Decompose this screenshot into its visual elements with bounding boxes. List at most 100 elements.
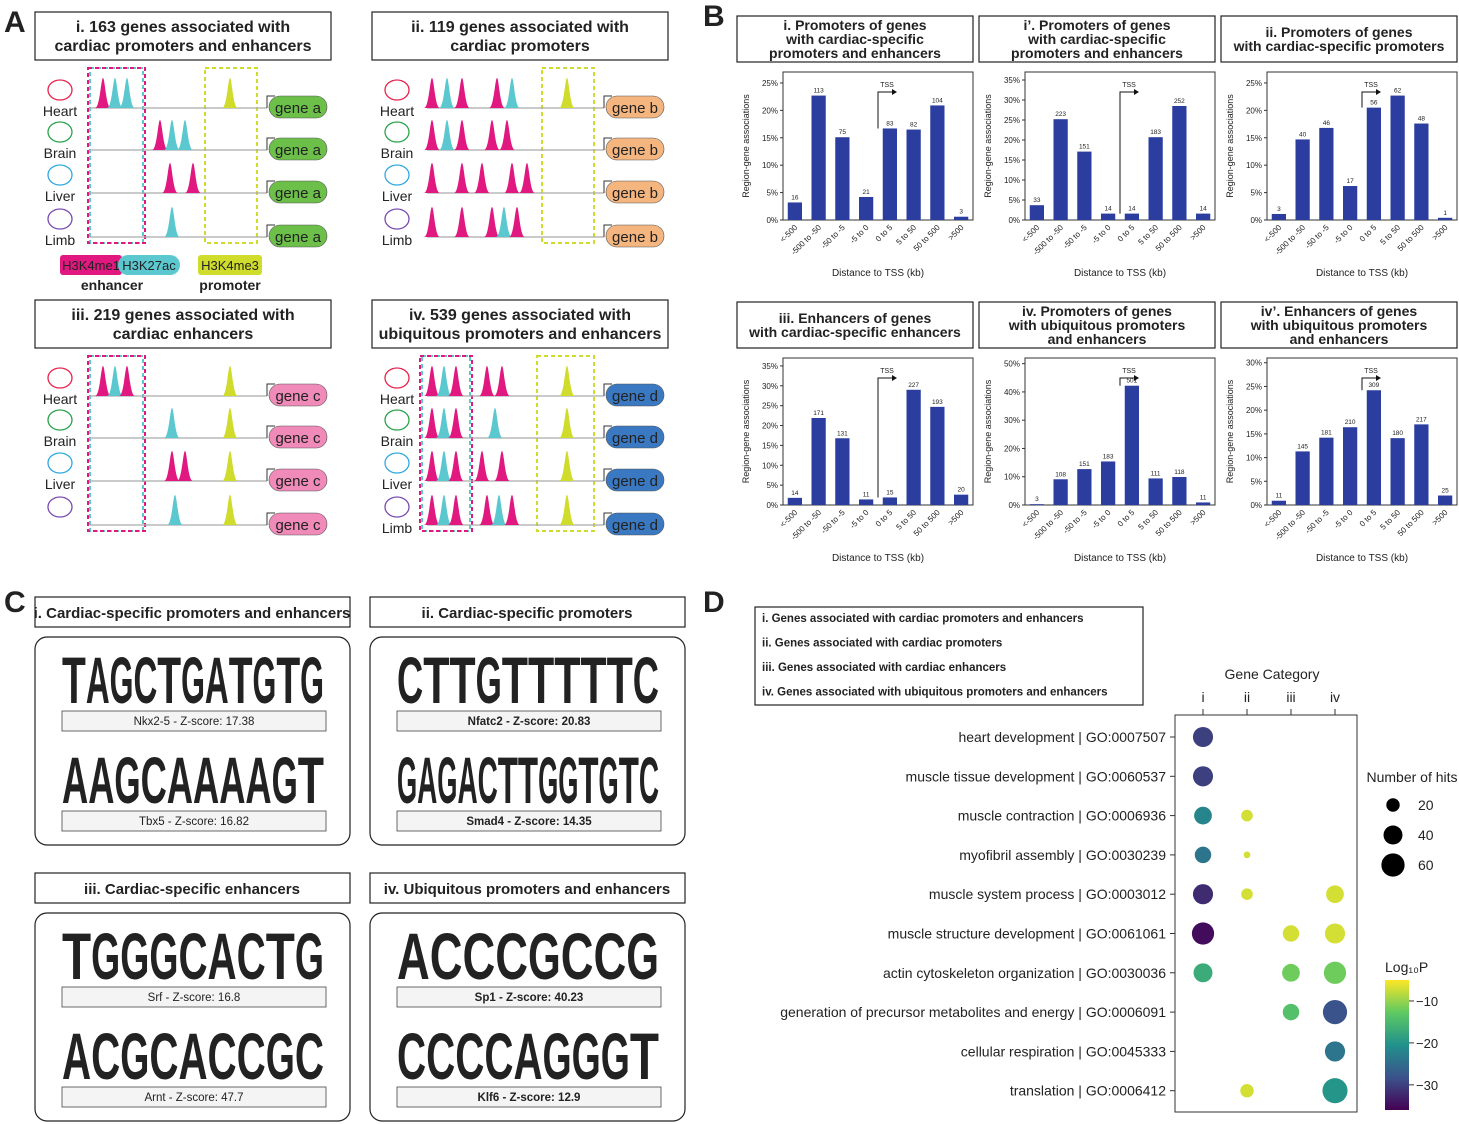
x-tick-label: >500 xyxy=(946,223,965,242)
gene-pill xyxy=(268,180,328,204)
tss-label: TSS xyxy=(1122,368,1136,375)
bar xyxy=(1271,500,1286,505)
peak xyxy=(424,451,440,481)
bar xyxy=(1319,127,1334,220)
peak xyxy=(489,78,505,108)
chart-title: and enhancers xyxy=(1048,331,1147,347)
tss-arrow xyxy=(603,224,612,237)
logo-frame xyxy=(369,912,686,1122)
x-tick-label: <-500 xyxy=(778,508,799,529)
y-tick-label: 15% xyxy=(1246,430,1262,439)
bar xyxy=(1053,479,1068,505)
logo-letter: G xyxy=(110,643,134,717)
caption-box xyxy=(61,710,327,732)
peak xyxy=(424,366,440,396)
bar xyxy=(954,216,969,220)
bubble xyxy=(1243,851,1251,859)
logo-letter: A xyxy=(178,1019,207,1093)
logo-letter: A xyxy=(86,643,110,717)
chart-title: promoters and enhancers xyxy=(769,45,941,61)
gene-label: gene b xyxy=(612,142,658,159)
gene-label: gene b xyxy=(612,229,658,246)
peak xyxy=(436,366,452,396)
peak xyxy=(454,120,470,150)
legend-item: i. Genes associated with cardiac promote… xyxy=(762,613,1083,625)
tissue-icon xyxy=(384,208,410,230)
tss-arrow xyxy=(603,512,612,525)
y-tick-label: 20% xyxy=(762,106,778,115)
x-tick-label: -50 to -5 xyxy=(819,508,847,536)
logo-letter: G xyxy=(266,1019,295,1093)
tss-arrow xyxy=(877,377,892,498)
bubble xyxy=(1193,963,1213,983)
count-label: 15 xyxy=(886,489,894,496)
logo-letter: C xyxy=(178,919,207,993)
x-tick-label: >500 xyxy=(946,508,965,527)
plot-frame xyxy=(1174,714,1358,1113)
y-tick-label: 30% xyxy=(762,382,778,391)
mark-label: H3K4me1 xyxy=(62,258,120,273)
logo-letter: T xyxy=(502,643,528,717)
caption-box xyxy=(61,810,327,832)
subpanel-title: cardiac promoters and enhancers xyxy=(55,38,312,55)
peak xyxy=(519,163,535,193)
tissue-label: Brain xyxy=(44,145,77,161)
title-box xyxy=(371,11,669,61)
logo-letter: C xyxy=(295,1019,324,1093)
tissue-icon xyxy=(47,79,73,101)
bar xyxy=(1414,123,1429,220)
tss-arrow xyxy=(266,512,275,525)
logo-letter: G xyxy=(120,1019,149,1093)
bar xyxy=(1101,213,1116,220)
tissue-label: Limb xyxy=(382,520,413,536)
peak xyxy=(162,163,178,193)
x-axis-label: Gene Category xyxy=(1225,666,1320,682)
tissue-icon xyxy=(47,452,73,474)
y-tick-label: 10% xyxy=(762,461,778,470)
tissue-label: Heart xyxy=(43,103,77,119)
tss-arrow xyxy=(266,180,275,193)
box-title: ii. Cardiac-specific promoters xyxy=(422,605,633,622)
bubble xyxy=(1324,1041,1346,1062)
count-label: 180 xyxy=(1392,430,1403,437)
y-tick-label: 30% xyxy=(1004,416,1020,425)
y-tick-label: myofibril assembly | GO:0030239 xyxy=(959,847,1166,863)
count-label: 223 xyxy=(1055,111,1066,118)
x-tick-label: <-500 xyxy=(1262,508,1283,529)
logo-letter: C xyxy=(426,1019,455,1093)
logo-letter: G xyxy=(558,743,578,817)
tss-label: TSS xyxy=(1364,368,1378,375)
bar xyxy=(1148,137,1163,220)
y-tick-label: muscle tissue development | GO:0060537 xyxy=(906,768,1167,784)
logo-letter: T xyxy=(62,919,91,993)
x-tick-label: iii xyxy=(1286,689,1295,705)
peak xyxy=(177,120,193,150)
peak xyxy=(474,451,490,481)
bar xyxy=(1366,107,1381,220)
x-tick-label: i xyxy=(1201,689,1204,705)
logo-letter: T xyxy=(580,643,606,717)
tissue-icon xyxy=(384,121,410,143)
y-tick-label: 20% xyxy=(1246,106,1262,115)
arrow-head xyxy=(1376,89,1381,95)
size-legend-label: 60 xyxy=(1418,857,1434,873)
bar xyxy=(1438,217,1453,220)
y-axis-label: Region-gene associations xyxy=(983,379,993,483)
box-title: iii. Cardiac-specific enhancers xyxy=(84,881,300,898)
count-label: 309 xyxy=(1368,382,1379,389)
bubble xyxy=(1282,1003,1300,1021)
plot-frame xyxy=(1266,357,1458,506)
y-tick-label: 5% xyxy=(766,189,778,198)
peak xyxy=(424,408,440,438)
mark-swatch xyxy=(60,255,122,275)
gene-pill xyxy=(605,383,665,407)
y-tick-label: 10% xyxy=(1004,473,1020,482)
caption-box xyxy=(396,810,662,832)
count-label: 183 xyxy=(1103,453,1114,460)
bar xyxy=(1077,151,1092,220)
chart-title: with ubiquitous promoters xyxy=(1008,317,1186,333)
bubble xyxy=(1326,885,1344,904)
tissue-label: Brain xyxy=(381,145,414,161)
y-tick-label: heart development | GO:0007507 xyxy=(958,729,1166,745)
